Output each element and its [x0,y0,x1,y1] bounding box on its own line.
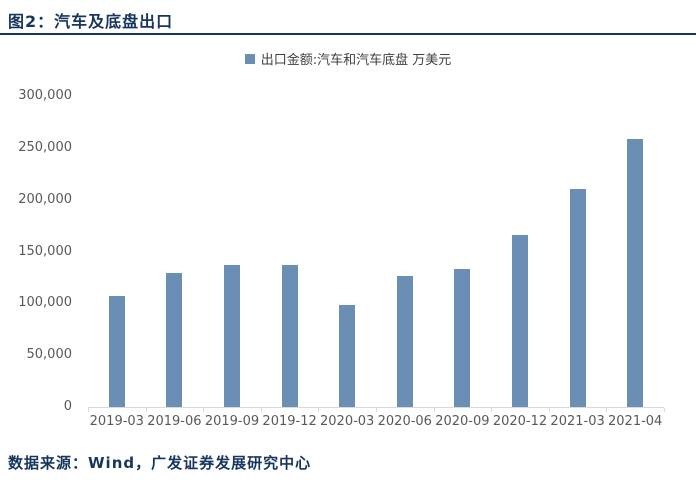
y-axis-tick-label: 150,000 [18,243,72,259]
bar [281,265,298,407]
y-axis-tick-label: 100,000 [18,295,72,311]
x-axis-tick-label: 2021-04 [608,414,663,429]
x-axis-line [88,407,664,408]
x-axis-tick-label: 2019-12 [262,414,317,429]
x-axis-tick [145,408,147,412]
data-source: 数据来源：Wind，广发证券发展研究中心 [8,454,312,472]
x-axis-tick-label: 2020-09 [435,414,490,429]
x-axis-tick-label: 2021-03 [550,414,605,429]
title-underline [0,33,696,35]
x-axis-tick-label: 2019-06 [147,414,202,429]
bar [339,304,356,407]
x-axis-tick [606,408,608,412]
x-axis-tick [88,408,89,412]
y-axis-tick-label: 200,000 [18,191,72,207]
x-axis-tick [433,408,435,412]
x-axis-tick-label: 2019-09 [204,414,260,429]
bar [108,296,125,407]
x-axis-tick [491,408,493,412]
bar [166,273,183,407]
x-axis-tick-label: 2019-03 [89,414,144,429]
x-axis-tick [203,408,205,412]
y-axis-tick-label: 0 [63,399,72,414]
x-axis-tick [376,408,377,412]
x-axis-tick-label: 2020-12 [492,414,548,429]
bar [454,269,471,407]
y-axis-tick-label: 50,000 [26,347,73,363]
x-axis-tick [260,408,262,412]
bar [396,276,413,407]
x-axis-tick-label: 2020-06 [377,414,432,429]
bar [224,265,240,407]
x-axis-tick [664,408,665,412]
x-axis-tick [318,408,320,412]
legend-swatch-icon [244,53,255,64]
legend-label: 出口金额:汽车和汽车底盘 万美元 [260,53,452,68]
bar [627,138,644,407]
figure-title: 图2：汽车及底盘出口 [8,12,174,31]
bar [569,189,586,407]
y-axis-tick-label: 250,000 [18,139,72,155]
bar [512,234,528,407]
chart-legend: 出口金额:汽车和汽车底盘 万美元 [0,49,696,68]
y-axis-tick-label: 300,000 [18,88,72,103]
x-axis-tick-label: 2020-03 [320,414,375,429]
x-axis-tick [548,408,550,412]
bar-chart: 0 50,000 100,000 150,000 200,000 250,000 300,0… [0,85,696,445]
